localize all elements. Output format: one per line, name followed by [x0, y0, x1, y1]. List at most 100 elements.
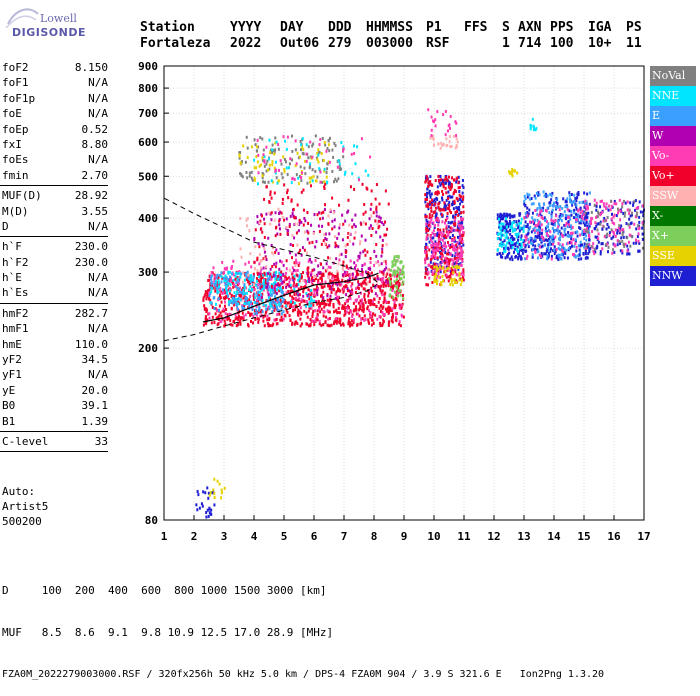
echo-point: [461, 184, 464, 188]
echo-point: [531, 255, 534, 259]
header-row1-cell: PPS: [550, 20, 574, 35]
echo-point: [281, 300, 284, 304]
echo-point: [298, 310, 301, 314]
echo-point: [294, 308, 297, 312]
echo-point: [624, 201, 627, 205]
echo-point: [426, 246, 429, 250]
echo-point: [549, 192, 552, 196]
echo-point: [371, 302, 374, 306]
echo-point: [219, 293, 222, 297]
echo-point: [525, 256, 528, 260]
echo-point: [323, 232, 326, 236]
echo-point: [393, 279, 396, 283]
echo-point: [302, 278, 305, 282]
echo-point: [507, 239, 510, 243]
echo-point: [348, 311, 351, 315]
echo-point: [563, 228, 566, 232]
echo-point: [306, 273, 309, 277]
echo-point: [228, 303, 231, 307]
echo-point: [257, 171, 260, 175]
echo-point: [324, 232, 327, 236]
echo-point: [248, 282, 251, 286]
echo-point: [427, 181, 430, 185]
echo-point: [385, 262, 388, 266]
echo-point: [455, 248, 458, 252]
echo-point: [300, 275, 303, 279]
echo-point: [313, 290, 316, 294]
echo-point: [253, 312, 256, 316]
echo-point: [314, 299, 317, 303]
echo-point: [269, 290, 272, 294]
echo-point: [258, 262, 261, 266]
echo-point: [277, 277, 280, 281]
echo-point: [529, 220, 532, 224]
profile-curves: [163, 197, 380, 342]
echo-point: [234, 274, 237, 278]
echo-point: [362, 250, 365, 254]
echo-point: [302, 208, 305, 212]
echo-point: [578, 201, 581, 205]
echo-point: [540, 245, 543, 249]
param-separator: [0, 430, 108, 432]
echo-point: [242, 288, 245, 292]
echo-point: [366, 281, 369, 285]
echo-point: [535, 191, 538, 195]
echo-point: [363, 287, 366, 291]
echo-point: [239, 322, 242, 326]
echo-point: [238, 290, 241, 294]
echo-point: [220, 275, 223, 279]
echo-point: [295, 273, 298, 277]
echo-point: [224, 279, 227, 283]
echo-point: [276, 232, 279, 236]
footer-info: D 100 200 400 600 800 1000 1500 3000 [km…: [2, 556, 604, 696]
echo-point: [332, 274, 335, 278]
echo-point: [447, 268, 450, 272]
echo-point: [278, 227, 281, 231]
echo-point: [585, 212, 588, 216]
echo-point: [296, 268, 299, 272]
echo-point: [324, 182, 327, 186]
echo-point: [269, 212, 272, 216]
echo-point: [216, 291, 219, 295]
echo-point: [352, 318, 355, 322]
echo-point: [636, 224, 639, 228]
echo-point: [300, 253, 303, 257]
echo-point: [381, 323, 384, 327]
param-row: foEs N/A: [0, 152, 110, 167]
echo-point: [214, 306, 217, 310]
echo-point: [432, 271, 435, 275]
echo-point: [287, 301, 290, 305]
echo-point: [622, 235, 625, 239]
echo-point: [402, 280, 405, 284]
echo-point: [306, 279, 309, 283]
echo-point: [434, 251, 437, 255]
echo-point: [538, 193, 541, 197]
echo-point: [579, 233, 582, 237]
echo-point: [500, 244, 503, 248]
echo-point: [443, 265, 446, 269]
echo-point: [575, 220, 578, 224]
echo-point: [253, 308, 256, 312]
echo-point: [257, 310, 260, 314]
echo-point: [547, 225, 550, 229]
echo-point: [611, 212, 614, 216]
echo-point: [426, 198, 429, 202]
echo-point: [534, 223, 537, 227]
echo-point: [283, 157, 286, 161]
echo-point: [325, 175, 328, 179]
echo-point: [398, 274, 401, 278]
echo-point: [328, 303, 331, 307]
echo-point: [575, 249, 578, 253]
echo-point: [381, 247, 384, 251]
echo-point: [345, 306, 348, 310]
echo-point: [523, 224, 526, 228]
echo-point: [327, 138, 330, 142]
echo-point: [325, 149, 328, 153]
echo-point: [242, 315, 245, 319]
echo-point: [223, 309, 226, 313]
echo-point: [560, 257, 563, 261]
footer-file-row: FZA0M_2022279003000.RSF / 320fx256h 50 k…: [2, 669, 605, 680]
echo-point: [506, 246, 509, 250]
echo-point: [587, 211, 590, 215]
echo-point: [595, 224, 598, 228]
